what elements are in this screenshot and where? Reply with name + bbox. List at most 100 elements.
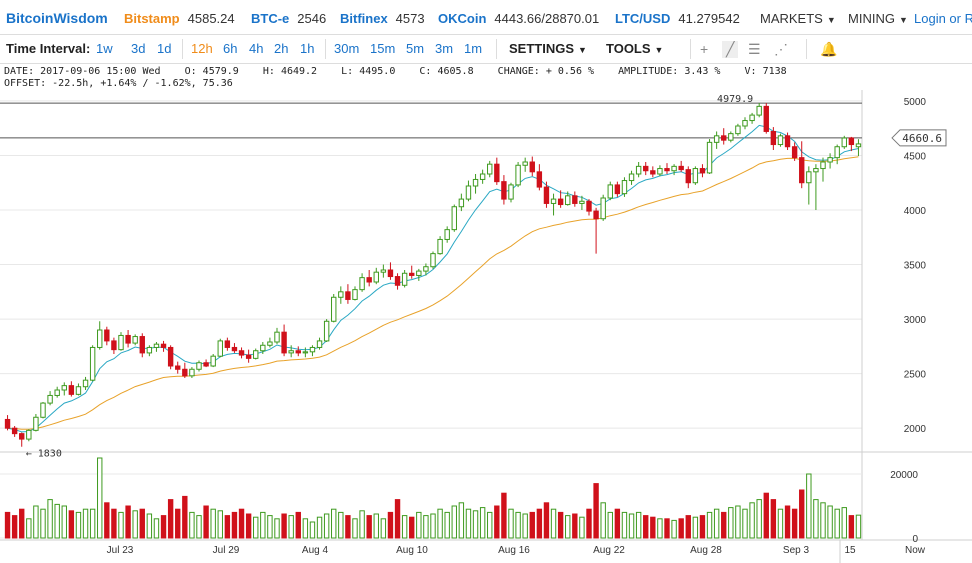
volume-bar	[437, 508, 443, 539]
candle-body	[139, 336, 145, 354]
current-price-label: 4660.6	[902, 132, 942, 145]
ohlc-info-line: DATE: 2017-09-06 15:00 Wed O: 4579.9 H: …	[4, 66, 787, 77]
interval-1m[interactable]: 1m	[464, 41, 483, 56]
interval-3m[interactable]: 3m	[435, 41, 454, 56]
tools-menu[interactable]: TOOLS ▼	[606, 41, 663, 56]
volume-bar	[600, 502, 606, 539]
candle-body	[692, 168, 699, 184]
fan-icon[interactable]: ⋰	[774, 41, 788, 57]
volume-bar	[692, 516, 699, 539]
volume-bar	[834, 508, 840, 539]
ticker-name: OKCoin	[438, 11, 487, 26]
interval-2h[interactable]: 2h	[274, 41, 289, 56]
ticker-bitfinex[interactable]: Bitfinex 4573	[340, 11, 425, 26]
volume-bar	[543, 502, 550, 539]
ticker-bitstamp[interactable]: Bitstamp 4585.24	[124, 11, 235, 26]
candle-body	[550, 198, 557, 204]
time-tick-label: Aug 22	[593, 545, 625, 556]
interval-12h[interactable]: 12h	[191, 41, 213, 56]
candle-body	[479, 173, 486, 180]
candle-body	[749, 114, 755, 122]
ticker-value: 41.279542	[678, 11, 740, 26]
candle-body	[345, 291, 351, 300]
candle-body	[529, 161, 535, 173]
time-interval-label: Time Interval:	[6, 41, 91, 56]
interval-3d[interactable]: 3d	[131, 41, 146, 56]
markets-menu[interactable]: MARKETS ▼	[760, 11, 836, 26]
divider	[496, 39, 497, 59]
ticker-okcoin[interactable]: OKCoin 4443.66/28870.01	[438, 11, 599, 26]
interval-4h[interactable]: 4h	[249, 41, 264, 56]
volume-bar	[89, 508, 96, 539]
interval-1w[interactable]: 1w	[96, 41, 113, 56]
volume-bar	[515, 511, 521, 539]
volume-bar	[217, 510, 223, 539]
volume-bar	[451, 505, 457, 539]
candle-body	[735, 125, 741, 135]
interval-30m[interactable]: 30m	[334, 41, 360, 56]
volume-bar	[621, 511, 628, 539]
candle-body	[245, 354, 252, 359]
candle-body	[543, 186, 550, 204]
volume-bar	[614, 508, 621, 539]
interval-15m[interactable]: 15m	[370, 41, 396, 56]
volume-bar	[678, 518, 684, 539]
crosshair-icon[interactable]: +	[700, 41, 709, 57]
volume-bar	[806, 473, 812, 539]
candle-body	[387, 269, 394, 278]
candle-body	[650, 170, 656, 175]
mining-menu[interactable]: MINING ▼	[848, 11, 908, 26]
volume-bar	[82, 508, 89, 539]
volume-bar	[713, 508, 720, 539]
candle-body	[791, 146, 798, 159]
interval-1h[interactable]: 1h	[300, 41, 315, 56]
interval-5m[interactable]: 5m	[406, 41, 425, 56]
candle-body	[855, 143, 862, 148]
volume-bar	[728, 507, 734, 539]
volume-bar	[721, 511, 727, 539]
volume-tick-label: 0	[912, 534, 918, 545]
ticker-value: 4573	[395, 11, 425, 26]
ticker-ltcusd[interactable]: LTC/USD 41.279542	[615, 11, 740, 26]
time-tick-label: Aug 28	[690, 545, 722, 556]
candle-body	[125, 334, 131, 344]
candle-body	[288, 350, 294, 354]
volume-bar	[104, 502, 110, 539]
volume-bar	[813, 499, 819, 539]
candle-body	[494, 163, 500, 183]
volume-bar	[799, 489, 805, 539]
candle-body	[401, 272, 408, 286]
candle-body	[238, 350, 245, 356]
interval-6h[interactable]: 6h	[223, 41, 238, 56]
candle-body	[827, 157, 833, 163]
brand-logo[interactable]: BitcoinWisdom	[6, 10, 108, 26]
line-draw-icon[interactable]: ╱	[722, 41, 739, 58]
ticker-name: LTC/USD	[615, 11, 671, 26]
candle-body	[565, 195, 571, 206]
chevron-down-icon: ▼	[654, 45, 664, 55]
candle-body	[536, 171, 543, 188]
alert-bell-icon[interactable]: 🔔	[820, 41, 838, 57]
candle-body	[770, 130, 777, 146]
volume-bar	[593, 483, 599, 539]
login-link[interactable]: Login or Re	[914, 11, 972, 26]
candle-body	[721, 135, 727, 141]
candle-body	[253, 350, 259, 359]
volume-bar	[302, 518, 309, 539]
volume-bar	[536, 508, 543, 539]
fib-lines-icon[interactable]: ☰	[748, 41, 761, 57]
candle-body	[380, 269, 387, 273]
candle-body	[635, 165, 642, 175]
volume-bar	[338, 511, 344, 539]
candle-body	[685, 169, 691, 184]
divider	[690, 39, 691, 59]
interval-1d[interactable]: 1d	[157, 41, 172, 56]
chevron-down-icon: ▼	[578, 45, 587, 55]
candle-body	[756, 105, 762, 116]
volume-bar	[316, 516, 323, 539]
settings-menu[interactable]: SETTINGS ▼	[509, 41, 587, 56]
candle-body	[82, 379, 89, 388]
ema-slow-line	[7, 156, 859, 430]
ticker-btce[interactable]: BTC-e 2546	[251, 11, 326, 26]
